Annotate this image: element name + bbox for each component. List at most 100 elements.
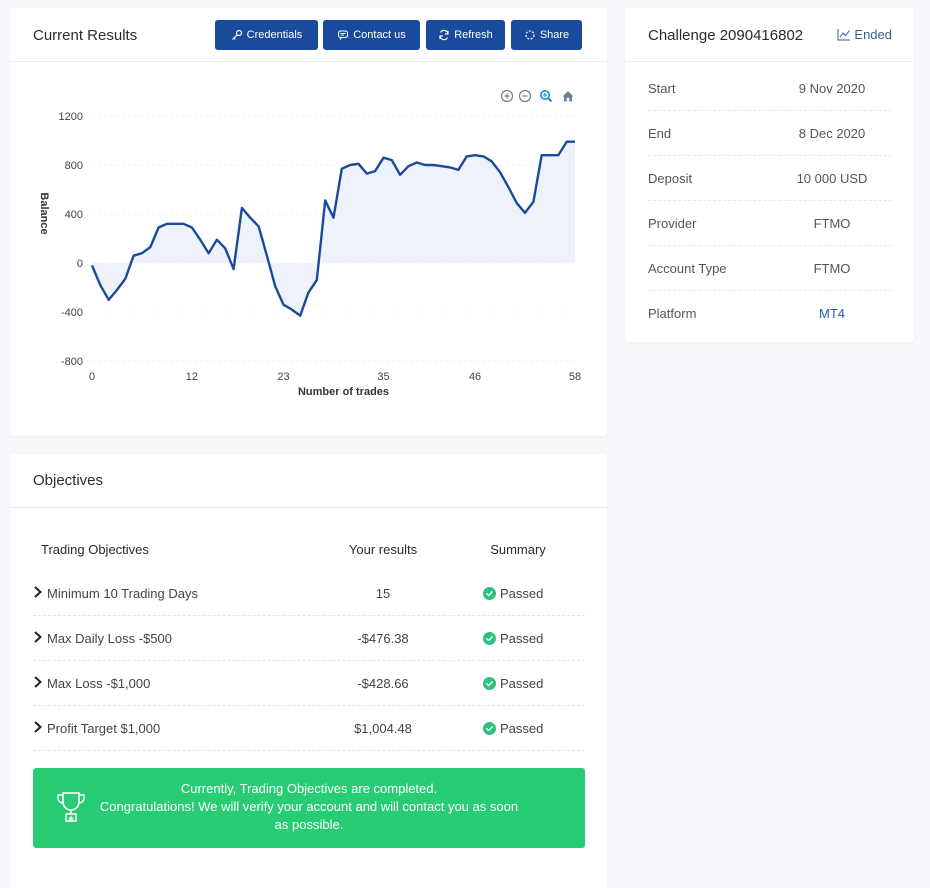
refresh-button[interactable]: Refresh	[426, 20, 505, 50]
chart-line-icon	[837, 29, 851, 41]
info-row-provider: Provider FTMO	[648, 201, 892, 246]
summary-label: Passed	[500, 676, 544, 691]
info-value: FTMO	[813, 215, 851, 231]
objectives-card: Objectives Trading Objectives Your resul…	[10, 454, 607, 888]
y-tick-label: -400	[61, 307, 83, 319]
y-tick-label: 0	[77, 258, 83, 270]
info-row-account-type: Account Type FTMO	[648, 246, 892, 291]
header-results: Your results	[348, 542, 418, 557]
challenge-status: Ended	[837, 27, 892, 42]
challenge-status-label: Ended	[854, 27, 892, 42]
objective-summary: Passed	[483, 586, 543, 601]
summary-label: Passed	[500, 631, 544, 646]
objective-result: -$476.38	[357, 631, 409, 646]
chevron-right-icon[interactable]	[33, 585, 43, 599]
header-summary: Summary	[490, 542, 546, 557]
objective-result: 15	[375, 586, 391, 601]
challenge-card: Challenge 2090416802 Ended Start 9 Nov 2…	[625, 8, 914, 342]
objective-name: Profit Target $1,000	[47, 721, 161, 736]
objective-result: $1,004.48	[354, 721, 412, 736]
objectives-table-header: Trading Objectives Your results Summary	[33, 527, 585, 571]
info-row-platform: Platform MT4	[648, 291, 892, 336]
x-axis-title: Number of trades	[298, 386, 389, 398]
y-tick-label: 1200	[59, 111, 83, 123]
results-title: Current Results	[33, 27, 138, 44]
success-message: Currently, Trading Objectives are comple…	[33, 768, 585, 848]
credentials-label: Credentials	[246, 29, 303, 41]
zoom-in-icon[interactable]	[500, 89, 514, 103]
zoom-out-icon[interactable]	[518, 89, 532, 103]
info-label: Provider	[648, 215, 697, 231]
info-value: FTMO	[813, 260, 851, 276]
chevron-right-icon[interactable]	[33, 630, 43, 644]
objectives-title: Objectives	[33, 472, 104, 489]
platform-link[interactable]: MT4	[819, 306, 845, 321]
home-icon[interactable]	[561, 89, 575, 103]
objective-name: Max Loss -$1,000	[47, 676, 151, 691]
info-value: 8 Dec 2020	[798, 125, 866, 141]
y-tick-label: -800	[61, 356, 83, 368]
share-icon	[525, 30, 535, 40]
info-row-end: End 8 Dec 2020	[648, 111, 892, 156]
table-row[interactable]: Max Loss -$1,000 -$428.66 Passed	[33, 661, 585, 706]
check-circle-icon	[483, 632, 496, 645]
x-tick-label: 23	[277, 371, 289, 383]
refresh-label: Refresh	[454, 29, 493, 41]
magnify-icon[interactable]	[539, 89, 553, 103]
objective-summary: Passed	[483, 721, 543, 736]
info-label: Start	[648, 80, 676, 96]
table-row[interactable]: Profit Target $1,000 $1,004.48 Passed	[33, 706, 585, 751]
check-circle-icon	[483, 677, 496, 690]
table-row[interactable]: Minimum 10 Trading Days 15 Passed	[33, 571, 585, 616]
challenge-header: Challenge 2090416802 Ended	[625, 8, 914, 62]
info-label: Platform	[648, 306, 697, 321]
trophy-icon	[57, 792, 85, 822]
series-line	[90, 140, 575, 317]
chevron-right-icon[interactable]	[33, 720, 43, 734]
refresh-icon	[439, 29, 449, 41]
contact-button[interactable]: Contact us	[323, 20, 420, 50]
objective-name: Max Daily Loss -$500	[47, 631, 172, 646]
y-axis-title: Balance	[38, 192, 50, 234]
x-tick-label: 58	[569, 371, 581, 383]
results-header: Current Results Credentials Contact us R…	[10, 8, 607, 62]
info-label: Account Type	[648, 260, 727, 276]
credentials-button[interactable]: Credentials	[215, 20, 318, 50]
success-line-2: Congratulations! We will verify your acc…	[99, 799, 519, 832]
y-tick-label: 400	[65, 209, 83, 221]
series-area	[92, 141, 575, 316]
header-objective: Trading Objectives	[41, 542, 149, 557]
objectives-header: Objectives	[10, 454, 607, 508]
info-label: Deposit	[648, 170, 693, 186]
challenge-title: Challenge 2090416802	[648, 27, 804, 44]
info-label: End	[648, 125, 672, 141]
objective-result: -$428.66	[357, 676, 409, 691]
x-tick-label: 0	[89, 371, 95, 383]
x-tick-label: 46	[469, 371, 481, 383]
info-value: 9 Nov 2020	[798, 80, 866, 96]
objective-name: Minimum 10 Trading Days	[47, 586, 198, 601]
info-value: 10 000 USD	[796, 170, 868, 186]
summary-label: Passed	[500, 586, 544, 601]
share-button[interactable]: Share	[511, 20, 582, 50]
info-row-start: Start 9 Nov 2020	[648, 66, 892, 111]
y-tick-label: 800	[65, 160, 83, 172]
chart-plot: 1200 800 400 0 -400 -800 0 12 23 35 46 58 Number of …	[38, 111, 581, 398]
share-label: Share	[539, 29, 570, 41]
x-tick-label: 12	[186, 371, 198, 383]
success-line-1: Currently, Trading Objectives are comple…	[180, 781, 438, 796]
objective-summary: Passed	[483, 631, 543, 646]
summary-label: Passed	[500, 721, 544, 736]
chat-icon	[338, 30, 349, 40]
key-icon	[231, 29, 242, 40]
objectives-table: Trading Objectives Your results Summary …	[33, 527, 585, 751]
objective-summary: Passed	[483, 676, 543, 691]
check-circle-icon	[483, 722, 496, 735]
info-row-deposit: Deposit 10 000 USD	[648, 156, 892, 201]
x-tick-label: 35	[377, 371, 389, 383]
table-row[interactable]: Max Daily Loss -$500 -$476.38 Passed	[33, 616, 585, 661]
balance-chart: 1200 800 400 0 -400 -800 0 12 23 35 46 58 Number of …	[10, 63, 607, 433]
current-results-card: Current Results Credentials Contact us R…	[10, 8, 607, 436]
chevron-right-icon[interactable]	[33, 675, 43, 689]
challenge-info-list: Start 9 Nov 2020 End 8 Dec 2020 Deposit …	[648, 66, 892, 336]
